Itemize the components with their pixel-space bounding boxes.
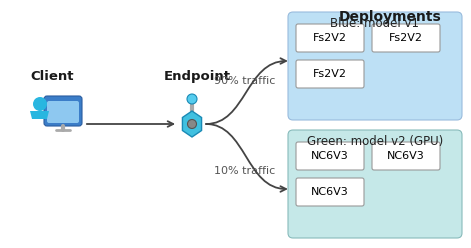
FancyBboxPatch shape xyxy=(296,142,364,170)
FancyBboxPatch shape xyxy=(372,142,440,170)
Text: NC6V3: NC6V3 xyxy=(311,151,349,161)
Text: NC6V3: NC6V3 xyxy=(387,151,425,161)
FancyBboxPatch shape xyxy=(288,12,462,120)
Text: Client: Client xyxy=(30,70,74,83)
Text: Endpoint: Endpoint xyxy=(163,70,230,83)
FancyBboxPatch shape xyxy=(372,24,440,52)
FancyBboxPatch shape xyxy=(296,178,364,206)
FancyBboxPatch shape xyxy=(296,60,364,88)
Text: Deployments: Deployments xyxy=(339,10,441,24)
FancyArrowPatch shape xyxy=(206,58,286,124)
FancyBboxPatch shape xyxy=(47,101,79,123)
Circle shape xyxy=(33,97,47,111)
Text: 90% traffic: 90% traffic xyxy=(214,76,276,86)
Circle shape xyxy=(187,120,196,128)
Text: Fs2V2: Fs2V2 xyxy=(389,33,423,43)
Text: Fs2V2: Fs2V2 xyxy=(313,69,347,79)
FancyBboxPatch shape xyxy=(296,24,364,52)
FancyBboxPatch shape xyxy=(44,96,82,126)
FancyBboxPatch shape xyxy=(288,130,462,238)
Text: Blue: model v1: Blue: model v1 xyxy=(331,17,420,30)
Text: Green: model v2 (GPU): Green: model v2 (GPU) xyxy=(307,135,443,148)
Text: NC6V3: NC6V3 xyxy=(311,187,349,197)
Text: 10% traffic: 10% traffic xyxy=(214,166,276,176)
Circle shape xyxy=(187,94,197,104)
Text: Fs2V2: Fs2V2 xyxy=(313,33,347,43)
Polygon shape xyxy=(30,111,49,119)
Polygon shape xyxy=(182,111,202,137)
FancyArrowPatch shape xyxy=(206,124,286,192)
